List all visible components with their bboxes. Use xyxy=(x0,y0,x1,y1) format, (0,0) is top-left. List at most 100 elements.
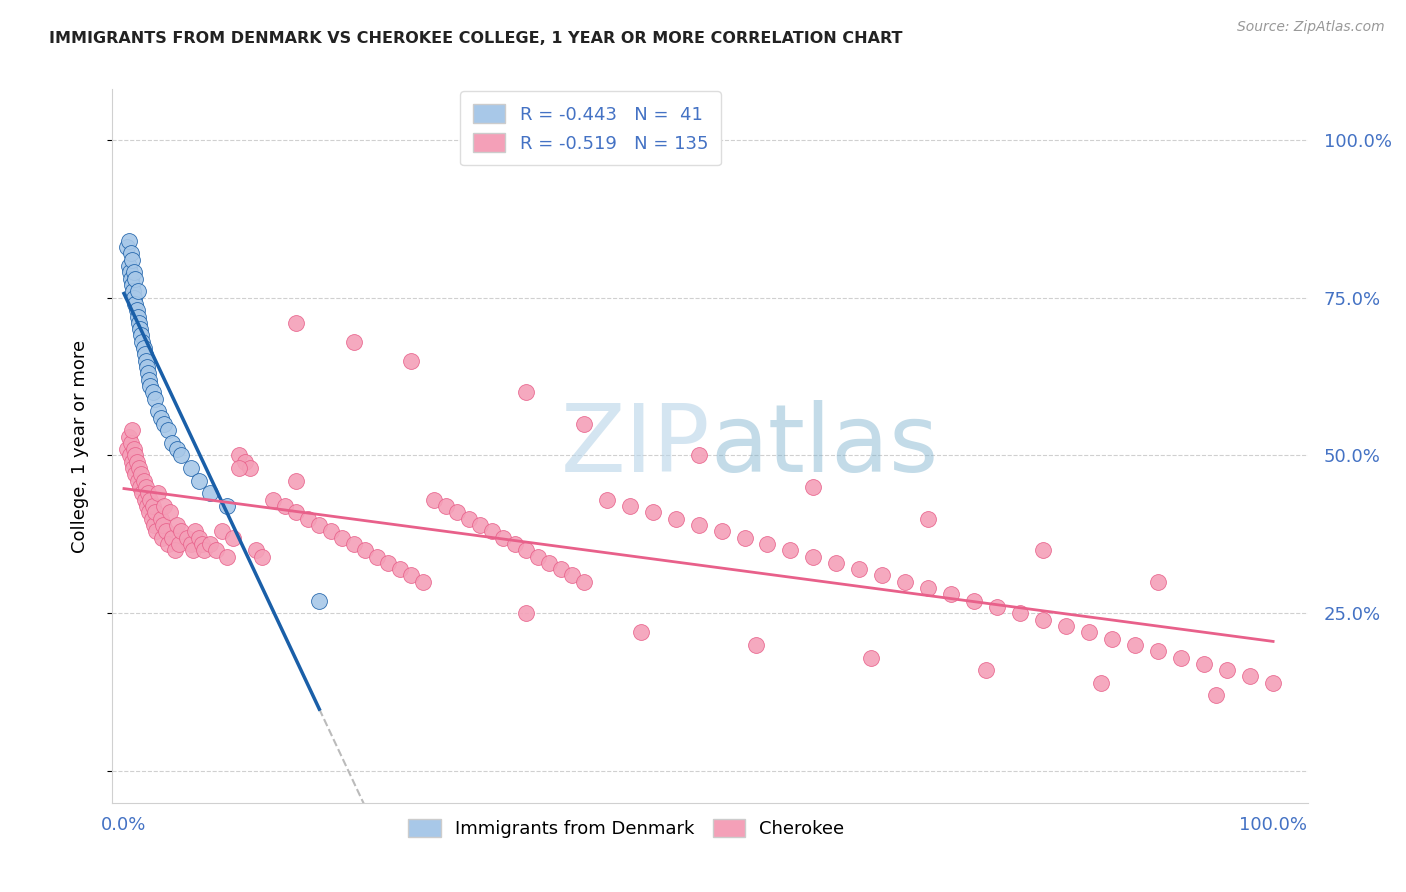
Point xyxy=(138,505,160,519)
Point xyxy=(129,328,152,343)
Point xyxy=(143,505,166,519)
Point xyxy=(401,568,423,582)
Point xyxy=(572,417,595,431)
Point xyxy=(1192,657,1215,671)
Point xyxy=(228,461,250,475)
Point xyxy=(848,562,870,576)
Point xyxy=(457,511,479,525)
Point xyxy=(239,461,262,475)
Point xyxy=(136,360,159,375)
Point xyxy=(124,297,146,311)
Point xyxy=(152,517,174,532)
Point xyxy=(515,385,537,400)
Point xyxy=(515,607,537,621)
Point xyxy=(803,480,825,494)
Point xyxy=(366,549,388,564)
Point xyxy=(129,480,152,494)
Point xyxy=(515,543,537,558)
Point xyxy=(117,429,139,443)
Point xyxy=(136,367,159,381)
Point xyxy=(872,568,894,582)
Point xyxy=(155,524,177,539)
Point xyxy=(166,442,188,457)
Point xyxy=(470,517,492,532)
Point xyxy=(153,499,176,513)
Point xyxy=(343,334,366,349)
Point xyxy=(285,316,308,330)
Point xyxy=(138,373,160,387)
Point xyxy=(156,423,179,437)
Point xyxy=(354,543,377,558)
Point xyxy=(1032,543,1054,558)
Point xyxy=(118,265,141,279)
Point xyxy=(184,524,207,539)
Point xyxy=(187,474,209,488)
Point xyxy=(274,499,297,513)
Point xyxy=(181,543,204,558)
Point xyxy=(963,593,986,607)
Point xyxy=(492,531,515,545)
Point xyxy=(128,461,150,475)
Point xyxy=(917,581,939,595)
Point xyxy=(198,486,221,500)
Point xyxy=(143,392,166,406)
Point xyxy=(159,505,181,519)
Text: Source: ZipAtlas.com: Source: ZipAtlas.com xyxy=(1237,20,1385,34)
Point xyxy=(135,353,157,368)
Point xyxy=(134,492,156,507)
Point xyxy=(124,291,146,305)
Point xyxy=(117,240,139,254)
Text: IMMIGRANTS FROM DENMARK VS CHEROKEE COLLEGE, 1 YEAR OR MORE CORRELATION CHART: IMMIGRANTS FROM DENMARK VS CHEROKEE COLL… xyxy=(49,31,903,46)
Point xyxy=(1170,650,1192,665)
Point xyxy=(1090,675,1112,690)
Point xyxy=(401,353,423,368)
Point xyxy=(153,417,176,431)
Point xyxy=(688,517,710,532)
Point xyxy=(132,341,155,355)
Point xyxy=(127,285,149,299)
Y-axis label: College, 1 year or more: College, 1 year or more xyxy=(70,340,89,552)
Point xyxy=(163,543,186,558)
Point xyxy=(170,524,193,539)
Point xyxy=(779,543,801,558)
Point xyxy=(217,549,239,564)
Point xyxy=(125,303,148,318)
Point xyxy=(187,531,209,545)
Point xyxy=(250,549,273,564)
Point xyxy=(134,347,156,361)
Point xyxy=(228,449,250,463)
Point xyxy=(745,638,768,652)
Text: ZIP: ZIP xyxy=(561,400,710,492)
Point xyxy=(330,531,353,545)
Point xyxy=(129,467,152,482)
Point xyxy=(131,334,153,349)
Point xyxy=(285,505,308,519)
Point xyxy=(180,461,202,475)
Point xyxy=(125,455,148,469)
Point xyxy=(434,499,457,513)
Point xyxy=(285,474,308,488)
Point xyxy=(538,556,561,570)
Point xyxy=(481,524,503,539)
Point xyxy=(859,650,882,665)
Point xyxy=(139,379,162,393)
Point xyxy=(595,492,617,507)
Point xyxy=(191,537,214,551)
Point xyxy=(1261,675,1284,690)
Point xyxy=(150,531,173,545)
Point xyxy=(120,271,142,285)
Point xyxy=(117,259,139,273)
Point xyxy=(127,310,149,324)
Point xyxy=(619,499,641,513)
Point xyxy=(526,549,548,564)
Point xyxy=(550,562,572,576)
Point xyxy=(1054,619,1077,633)
Point xyxy=(917,511,939,525)
Point xyxy=(131,486,153,500)
Point xyxy=(148,486,170,500)
Point xyxy=(162,531,183,545)
Point xyxy=(1010,607,1032,621)
Point xyxy=(412,574,434,589)
Point xyxy=(319,524,342,539)
Point xyxy=(245,543,267,558)
